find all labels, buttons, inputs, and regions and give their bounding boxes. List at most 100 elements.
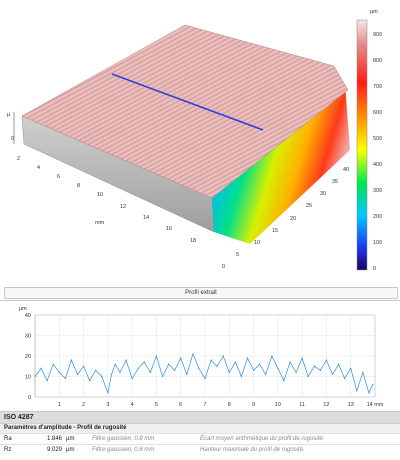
profile-point — [143, 361, 145, 363]
section-header: Paramètres d'amplitude - Profil de rugos… — [0, 423, 400, 433]
axis-left-tick: 18 — [190, 238, 196, 244]
axis-right: 0 5 10 15 20 25 30 35 40 — [222, 167, 349, 270]
x-tick-label: 12 — [323, 402, 329, 408]
axis-right-tick: 0 — [222, 264, 225, 270]
axis-left: 0 2 4 6 8 10 12 14 16 18 — [11, 136, 196, 244]
param-description: Écart moyen arithmétique du profil de ru… — [200, 436, 325, 442]
axis-label-mm: mm — [95, 220, 105, 226]
profile-point — [137, 367, 139, 369]
series-points — [34, 353, 374, 394]
table-row[interactable]: Rz 9.029 µm Filtre gaussien, 0.8 mm Haut… — [0, 444, 400, 455]
axis-right-tick: 25 — [306, 203, 312, 209]
profile-point — [198, 367, 200, 369]
color-scale-tick: 0 — [373, 266, 376, 272]
profile-point — [295, 371, 297, 373]
param-filter: Filtre gaussien, 0.8 mm — [92, 436, 155, 442]
x-tick-label: 3 — [106, 402, 109, 408]
profile-point — [337, 363, 340, 365]
profile-point — [101, 375, 103, 378]
standard-header: ISO 4287 — [0, 412, 400, 423]
x-tick-label: 5 — [155, 402, 158, 408]
profile-point — [234, 361, 236, 363]
surface-slope — [212, 84, 350, 244]
profile-point — [259, 363, 261, 365]
profile-point — [70, 359, 73, 361]
axis-left-tick: 12 — [120, 204, 126, 210]
results-table: ISO 4287 Paramètres d'amplitude - Profil… — [0, 411, 400, 460]
profile-point — [52, 363, 54, 365]
x-tick-label: 11 — [299, 402, 305, 408]
param-description: Hauteur maximale du profil de rugosité. — [200, 447, 305, 453]
x-tick-label: 6 — [179, 402, 182, 408]
color-scale-tick: 100 — [373, 240, 382, 246]
profile-point — [161, 375, 164, 378]
profile-point — [371, 384, 374, 386]
x-tick-label: 4 — [131, 402, 134, 408]
param-unit: µm — [66, 436, 75, 442]
y-axis: 40 30 20 10 0 — [25, 313, 31, 401]
profile-point — [222, 355, 224, 357]
axis-left-tick: 16 — [166, 226, 172, 232]
profile-point — [331, 373, 334, 376]
profile-point — [277, 367, 279, 369]
x-tick-label: 9 — [252, 402, 255, 408]
profile-point — [95, 369, 97, 371]
color-scale-tick: 800 — [373, 58, 382, 64]
color-scale-tick: 200 — [373, 214, 382, 220]
profile-point — [155, 355, 158, 357]
table-row[interactable]: Ra 1.846 µm Filtre gaussien, 0.8 mm Écar… — [0, 433, 400, 444]
param-filter: Filtre gaussien, 0.8 mm — [92, 447, 155, 453]
profile-point — [76, 373, 79, 376]
profile-point — [307, 375, 309, 378]
axis-left-tick: 8 — [77, 183, 80, 189]
axis-left-tick: 14 — [143, 215, 149, 221]
profile-point — [252, 369, 255, 371]
param-unit: µm — [66, 447, 75, 453]
surface-3d-view[interactable]: µ 0 2 4 6 8 10 12 14 16 18 mm 0 5 10 15 … — [0, 0, 400, 300]
param-name: Rz — [4, 447, 12, 453]
profile-point — [167, 363, 170, 365]
color-scale-tick: 400 — [373, 162, 382, 168]
axis-right-tick: 5 — [236, 252, 239, 258]
profile-point — [246, 357, 249, 359]
surface-view-panel: µ 0 2 4 6 8 10 12 14 16 18 mm 0 5 10 15 … — [0, 0, 400, 301]
profile-point — [58, 371, 60, 373]
y-axis-unit: µm — [19, 306, 27, 312]
profile-point — [356, 390, 358, 392]
profile-point — [110, 373, 113, 376]
profile-point — [40, 367, 42, 369]
y-tick-label: 30 — [25, 334, 31, 340]
axis-left-tick: 2 — [17, 156, 20, 162]
profile-point — [125, 359, 127, 361]
profile-point — [344, 377, 346, 380]
x-tick-label: 2 — [82, 402, 85, 408]
y-tick-label: 40 — [25, 313, 31, 319]
profile-point — [186, 373, 188, 376]
extracted-profile-line[interactable] — [111, 73, 264, 131]
axis-right-tick: 35 — [332, 179, 338, 185]
axis-right-tick: 40 — [343, 167, 349, 173]
param-value: 9.029 — [46, 447, 62, 453]
profile-point — [240, 375, 243, 378]
profile-point — [192, 353, 194, 355]
profile-point — [89, 380, 91, 382]
profile-point — [82, 365, 85, 367]
color-scale: µm 900 800 700 600 500 400 300 200 100 0 — [356, 9, 382, 272]
x-axis: 1 2 3 4 5 6 7 8 9 10 11 12 13 14 mm — [58, 402, 384, 408]
profile-point — [301, 357, 303, 359]
color-scale-tick: 900 — [373, 32, 382, 38]
profile-point — [174, 369, 176, 371]
series-line-roughness-profile — [34, 352, 373, 395]
profile-point — [362, 371, 364, 373]
profile-point — [34, 375, 36, 378]
profile-point — [216, 365, 218, 367]
profile-point — [265, 373, 267, 376]
grid — [35, 314, 376, 398]
x-tick-label: 7 — [203, 402, 206, 408]
extracted-profile-caption: Profil extrait — [4, 287, 398, 299]
profile-point — [350, 367, 352, 369]
axis-left-tick: 0 — [11, 136, 14, 142]
color-scale-tick: 500 — [373, 136, 382, 142]
axis-right-tick: 20 — [290, 216, 296, 222]
